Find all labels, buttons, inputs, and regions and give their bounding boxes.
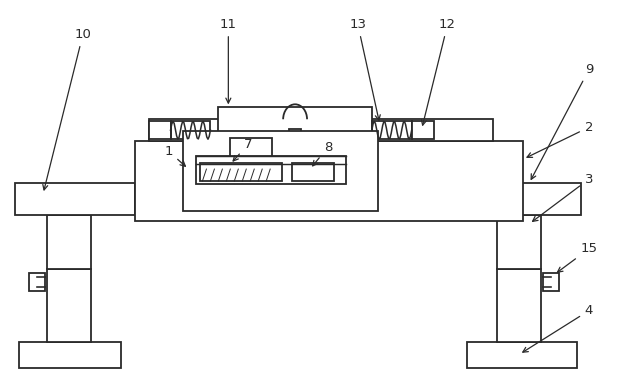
Bar xyxy=(183,131,378,211)
Bar xyxy=(29,273,45,291)
Bar xyxy=(292,163,334,181)
Text: 4: 4 xyxy=(523,304,593,352)
Bar xyxy=(15,183,134,215)
Bar xyxy=(467,343,577,368)
Text: 12: 12 xyxy=(421,18,456,125)
Text: 2: 2 xyxy=(527,121,593,157)
Bar xyxy=(462,183,581,215)
Bar xyxy=(219,107,372,143)
Bar xyxy=(149,119,493,141)
Text: 1: 1 xyxy=(165,145,185,166)
Bar xyxy=(19,343,121,368)
Text: 8: 8 xyxy=(312,141,332,166)
Bar xyxy=(47,269,91,343)
Text: 7: 7 xyxy=(233,138,253,161)
Text: 9: 9 xyxy=(531,63,593,179)
Text: 15: 15 xyxy=(557,242,597,272)
Bar xyxy=(289,129,301,143)
Bar xyxy=(230,138,272,156)
Bar xyxy=(47,215,91,269)
Bar xyxy=(497,269,541,343)
Bar xyxy=(134,141,523,221)
Bar xyxy=(170,121,210,139)
Bar xyxy=(412,121,433,139)
Bar xyxy=(201,163,282,181)
Bar xyxy=(197,156,346,184)
Text: 3: 3 xyxy=(532,172,593,221)
Text: 10: 10 xyxy=(43,28,91,190)
Text: 11: 11 xyxy=(220,18,237,103)
Bar xyxy=(149,121,170,139)
Bar xyxy=(497,215,541,269)
Bar xyxy=(372,121,412,139)
Bar xyxy=(543,273,559,291)
Text: 13: 13 xyxy=(349,18,380,120)
